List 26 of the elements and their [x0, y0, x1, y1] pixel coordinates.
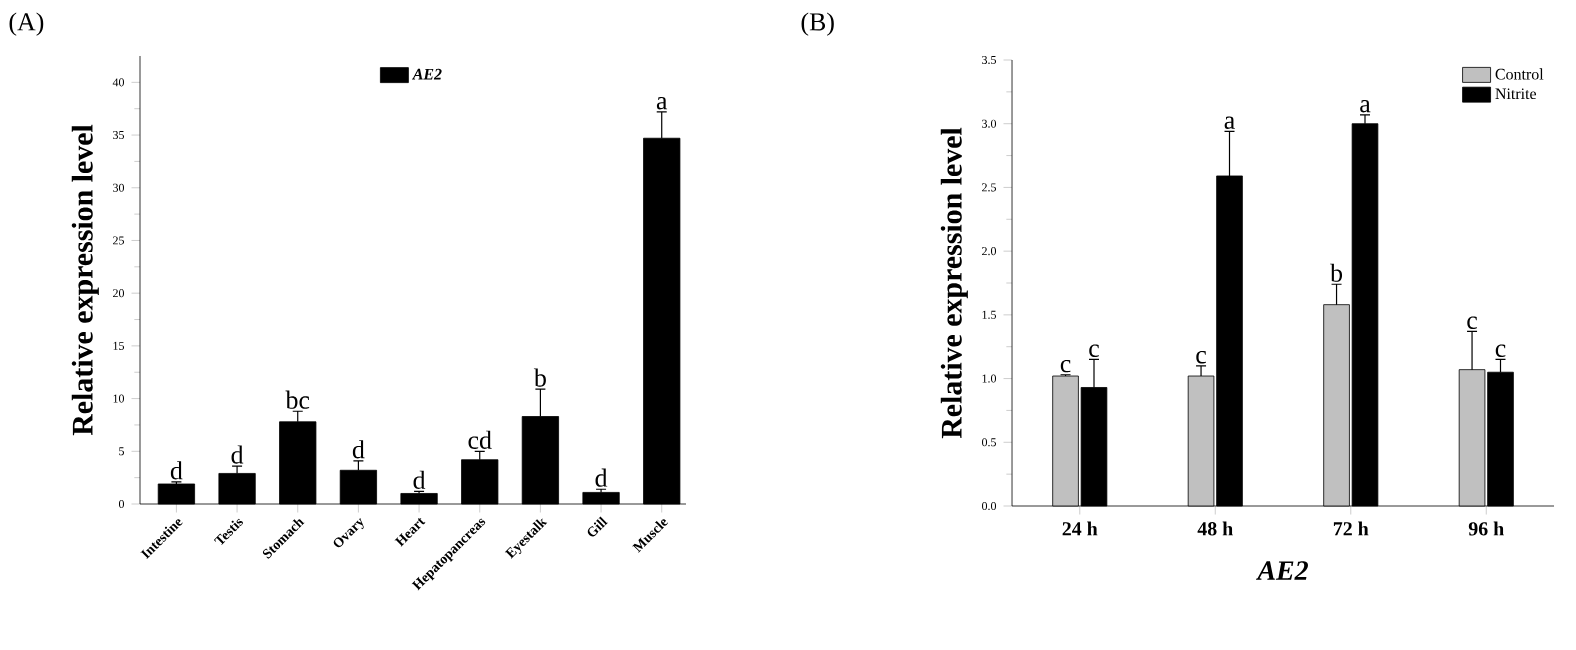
x-tick-label: 48 h: [1197, 521, 1233, 536]
annotation: c: [1089, 344, 1099, 358]
x-axis-title: AE2: [1256, 561, 1308, 580]
annotation: c: [1060, 359, 1071, 373]
annotation: a: [1360, 99, 1371, 113]
annotation: cd: [468, 430, 492, 449]
chart-title: (A): [9, 12, 44, 36]
annotation: d: [170, 461, 183, 480]
annotation: b: [533, 368, 546, 387]
annotation: a: [656, 97, 668, 110]
annotation: a: [1224, 116, 1235, 129]
chart-title: (B): [801, 12, 834, 36]
x-tick-label: 72 h: [1333, 521, 1369, 536]
annotation: c: [1196, 350, 1206, 364]
x-tick-label: 24 h: [1062, 521, 1098, 536]
annotation: c: [1495, 344, 1506, 358]
annotation: d: [231, 445, 244, 464]
y-axis-title: Relative expression level: [71, 124, 99, 436]
annotation: d: [595, 468, 608, 487]
annotation: bc: [285, 390, 310, 409]
x-tick-label: 96 h: [1468, 521, 1504, 536]
annotation: b: [1330, 263, 1343, 282]
annotation: d: [352, 440, 365, 459]
annotation: d: [413, 470, 426, 489]
y-axis-title: Relative expression level: [940, 127, 968, 439]
annotation: c: [1467, 316, 1477, 330]
